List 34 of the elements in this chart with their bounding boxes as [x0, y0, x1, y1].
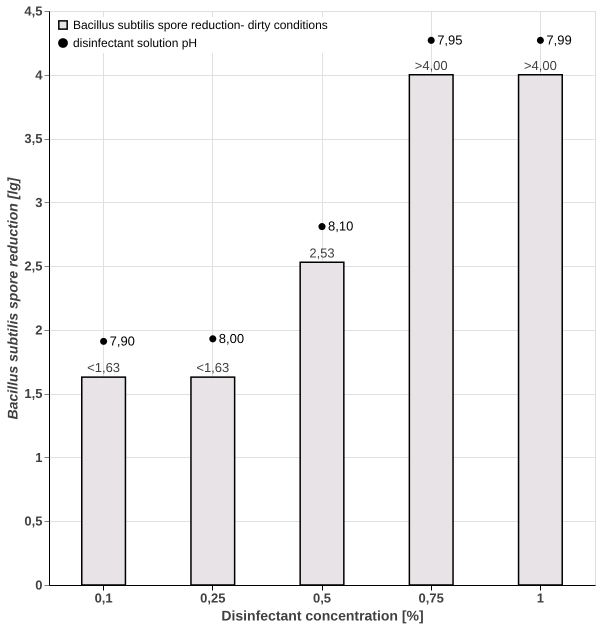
legend-label: Bacillus subtilis spore reduction- dirty conditions	[73, 18, 328, 32]
data-label: >4,00	[414, 58, 448, 73]
y-tick-label: 4,5	[24, 4, 42, 18]
y-tick-label: 2	[35, 322, 42, 338]
x-tick-label: 0,25	[200, 590, 226, 606]
point	[209, 335, 216, 342]
y-tick-label: 3	[35, 194, 42, 210]
x-tick-label: 1	[536, 590, 544, 606]
point	[100, 338, 108, 345]
y-tick-label: 1,5	[24, 386, 42, 402]
x-tick-label: 0,75	[418, 590, 444, 606]
point	[536, 36, 544, 44]
y-axis-title: Bacillus subtilis spore reduction [lg]	[4, 176, 20, 420]
annotation: 7,95	[437, 32, 463, 48]
legend-label: disinfectant solution pH	[73, 36, 198, 50]
y-tick-label: 1	[35, 450, 42, 465]
data-label: <1,63	[196, 360, 230, 376]
y-tick-label: 2,5	[24, 258, 42, 274]
y-tick-label: 4	[35, 67, 44, 82]
x-axis-title: Disinfectant concentration [%]	[221, 608, 424, 624]
y-tick-label: 3,5	[24, 131, 42, 146]
point	[428, 36, 435, 44]
annotation: 8,00	[218, 330, 244, 346]
y-tick-label: 0,5	[24, 514, 42, 529]
data-label: >4,00	[524, 58, 557, 73]
data-label: 2,53	[309, 245, 335, 260]
annotation: 7,90	[110, 333, 135, 348]
x-tick-label: 0,1	[94, 590, 113, 606]
data-label: <1,63	[87, 360, 120, 376]
annotation: 7,99	[546, 32, 572, 48]
point	[318, 223, 326, 230]
y-tick-label: 0	[35, 578, 42, 592]
x-tick-label: 0,5	[312, 590, 332, 606]
annotation: 8,10	[328, 218, 354, 234]
